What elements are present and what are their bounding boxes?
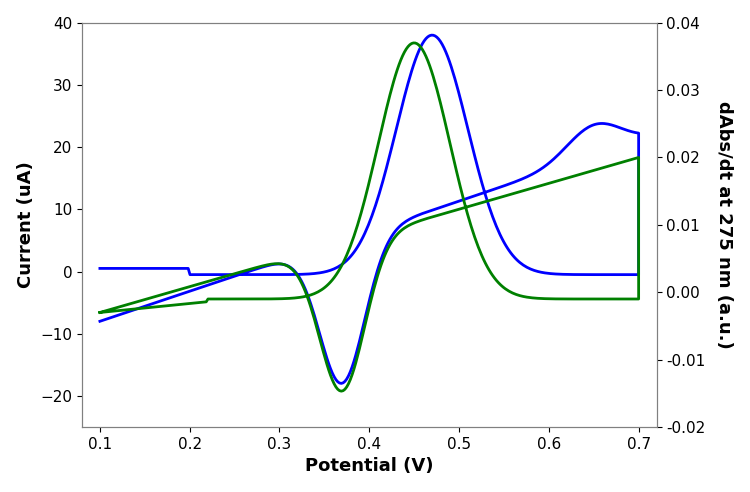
Y-axis label: dAbs/dt at 275 nm (a.u.): dAbs/dt at 275 nm (a.u.) [716,101,734,349]
X-axis label: Potential (V): Potential (V) [305,458,434,475]
Y-axis label: Current (uA): Current (uA) [16,161,34,288]
